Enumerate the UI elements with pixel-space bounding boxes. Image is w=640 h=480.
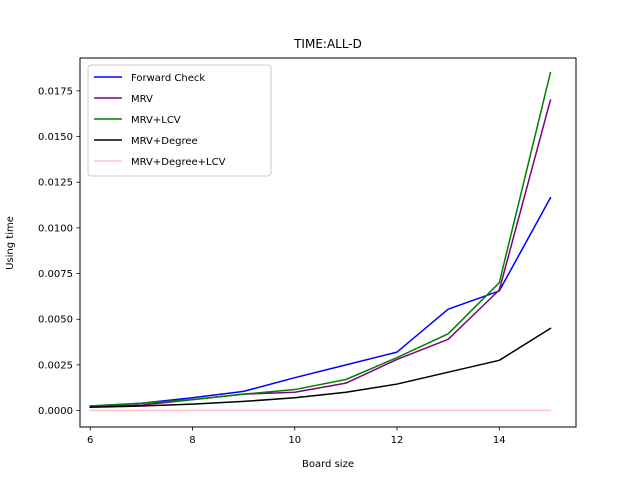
x-axis: 6 8 10 12 14 (87, 427, 506, 446)
y-axis: 0.0000 0.0025 0.0050 0.0075 0.0100 0.0125 0.01… (38, 86, 80, 417)
legend: Forward Check MRV MRV+LCV MRV+Degree MRV+Deg… (87, 64, 272, 177)
y-tick-label: 0.0175 (38, 86, 73, 97)
series-layer (89, 71, 552, 412)
x-tick-label: 6 (87, 435, 93, 446)
x-tick-label: 8 (189, 435, 195, 446)
series-line-3 (89, 327, 552, 409)
legend-box (87, 64, 272, 177)
x-tick-label: 14 (493, 435, 506, 446)
legend-label-1: MRV (131, 94, 153, 105)
y-tick-label: 0.0000 (38, 406, 73, 417)
x-tick-label: 12 (391, 435, 404, 446)
x-tick-label: 10 (288, 435, 301, 446)
y-tick-label: 0.0150 (38, 132, 73, 143)
y-tick-label: 0.0025 (38, 360, 73, 371)
y-axis-label: Using time (5, 216, 16, 270)
chart-title: TIME:ALL-D (293, 37, 362, 51)
y-tick-label: 0.0125 (38, 178, 73, 189)
legend-label-2: MRV+LCV (131, 115, 181, 126)
series-line-1 (89, 99, 552, 408)
series-line-0 (89, 196, 552, 407)
legend-label-4: MRV+Degree+LCV (131, 157, 226, 168)
series-line-2 (89, 71, 552, 407)
plot-frame (79, 57, 577, 428)
y-tick-label: 0.0050 (38, 315, 73, 326)
legend-label-3: MRV+Degree (131, 136, 198, 147)
y-tick-label: 0.0100 (38, 223, 73, 234)
legend-label-0: Forward Check (131, 73, 205, 84)
x-axis-label: Board size (302, 459, 354, 470)
y-tick-label: 0.0075 (38, 269, 73, 280)
